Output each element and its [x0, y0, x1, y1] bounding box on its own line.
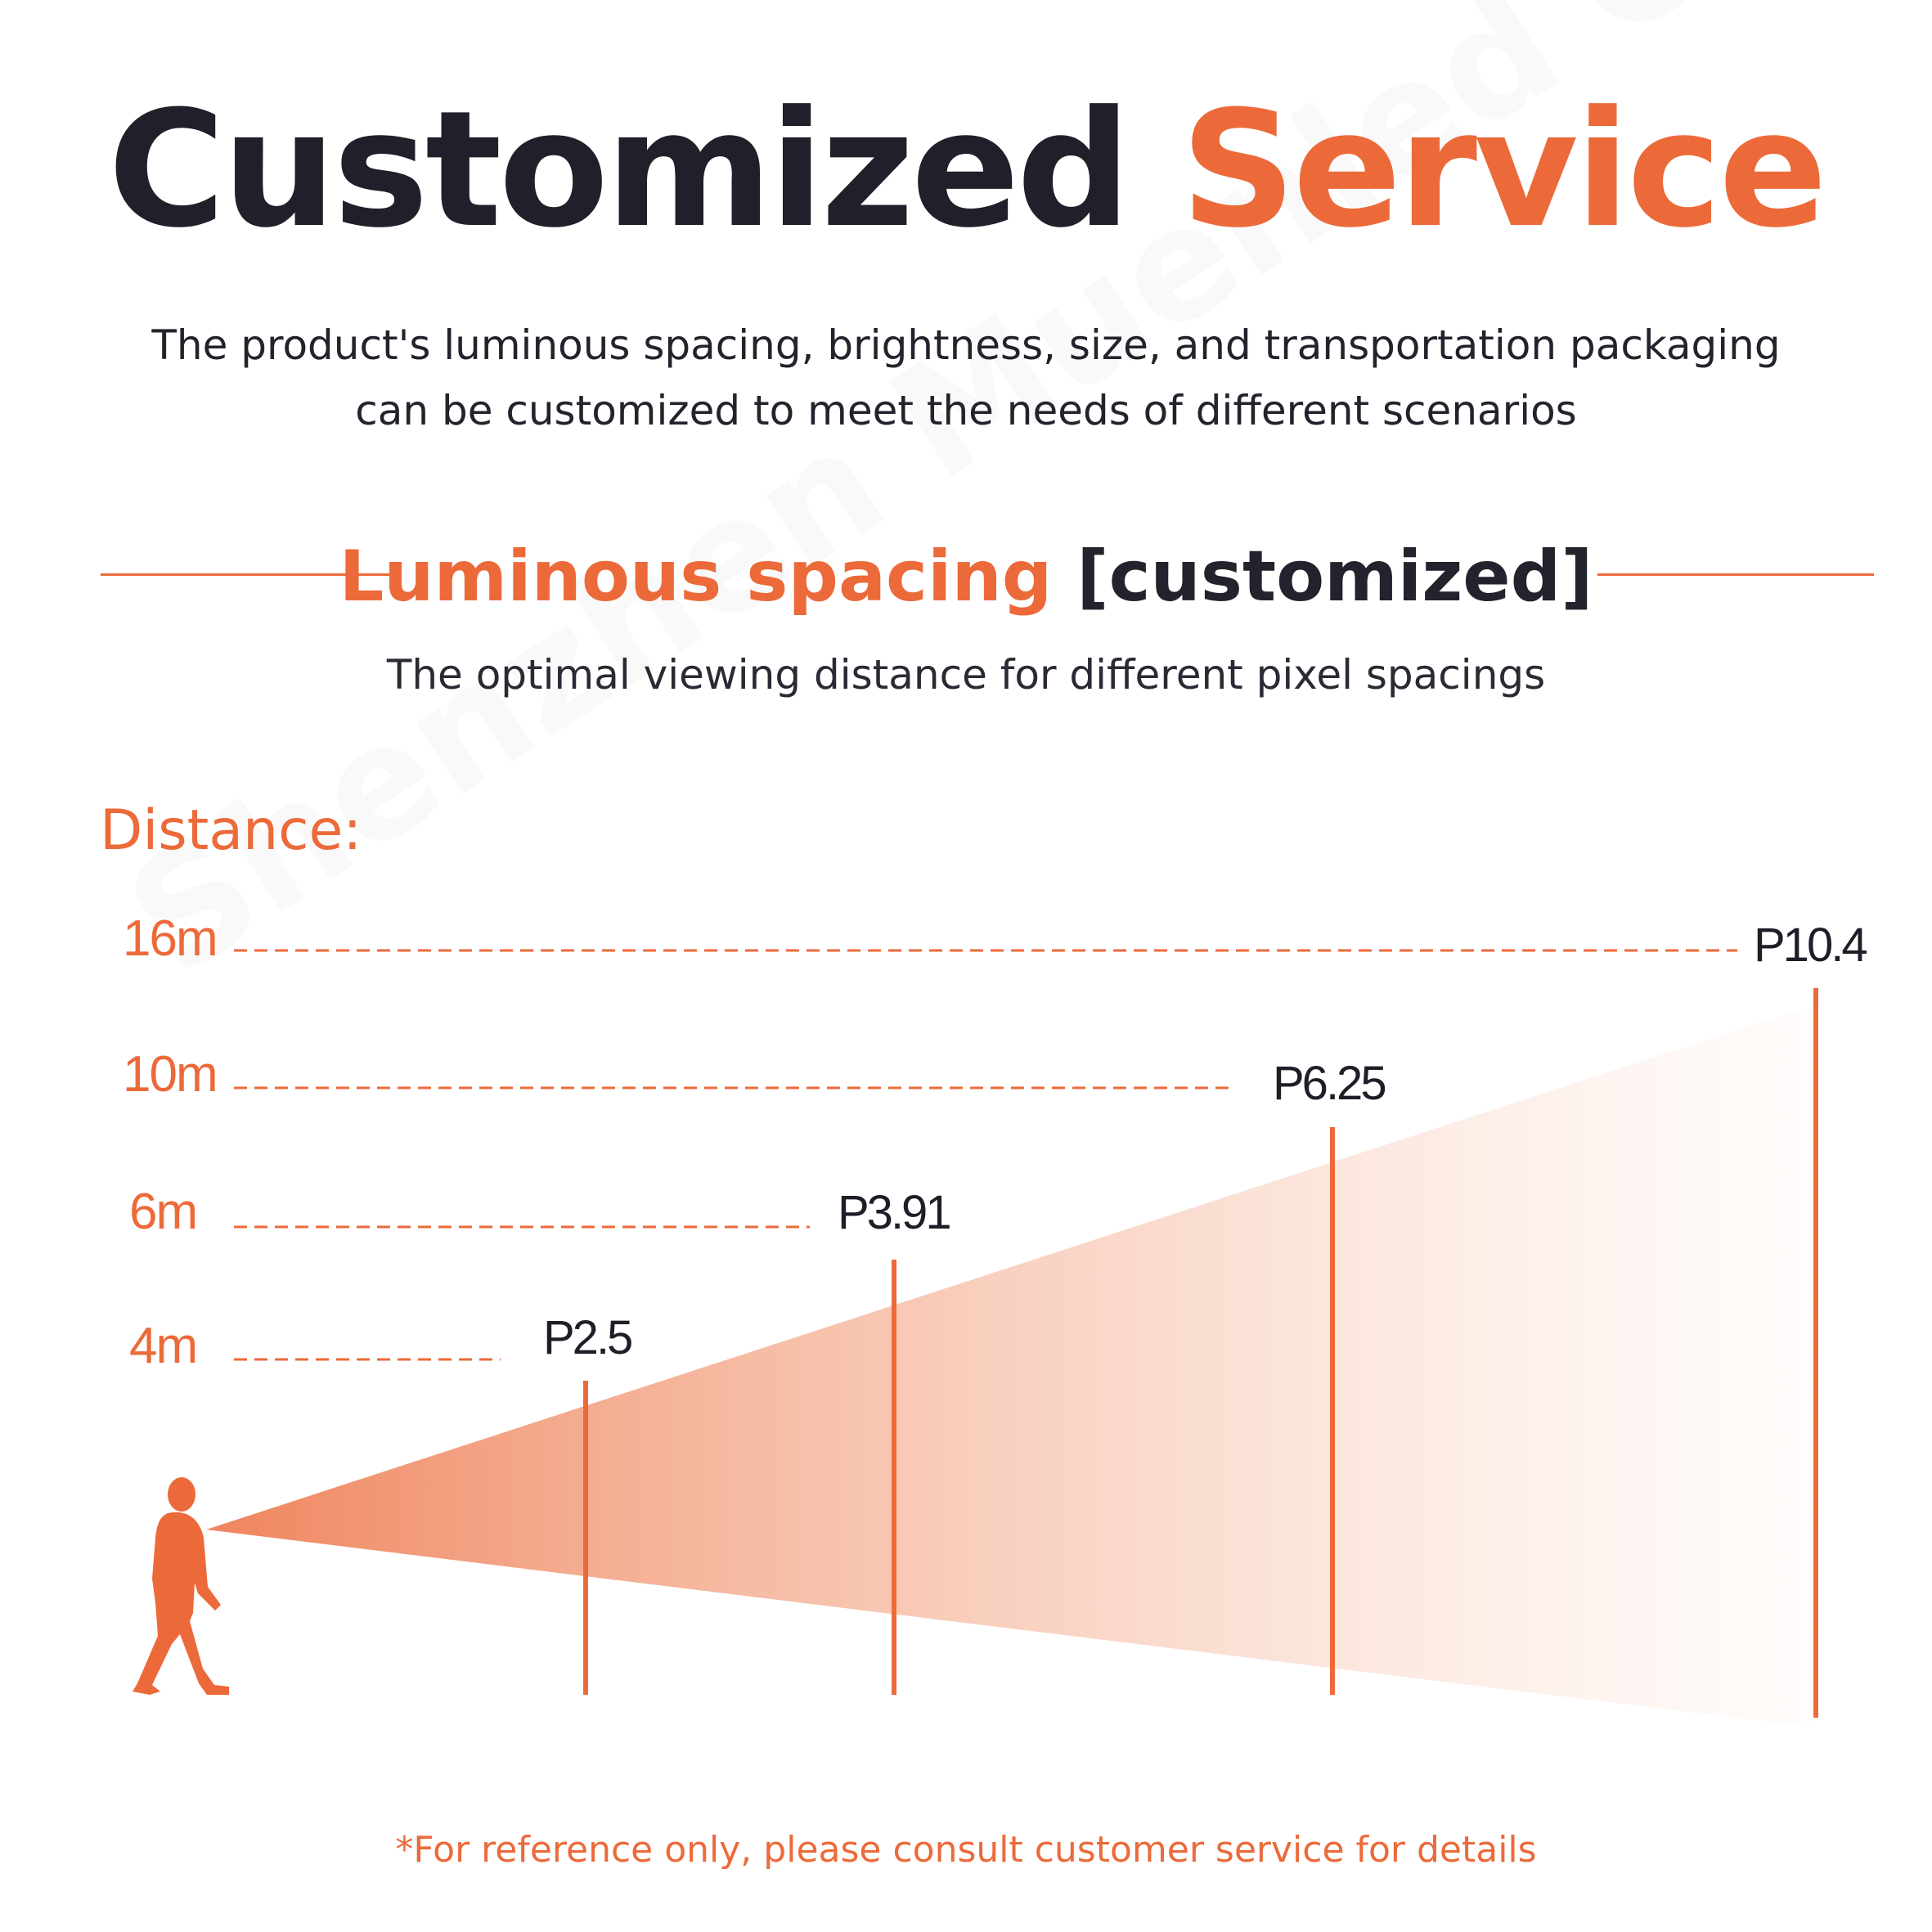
section-header: Luminous spacing [customized]	[0, 532, 1932, 622]
section-subtitle: The optimal viewing distance for differe…	[386, 651, 1546, 699]
distance-tick-4m: 4m	[129, 1318, 196, 1374]
pitch-label-p3-91: P3.91	[838, 1186, 950, 1239]
distance-label: Distance:	[100, 798, 362, 863]
footnote: *For reference only, please consult cust…	[395, 1829, 1537, 1871]
subtitle-line-2: can be customized to meet the needs of d…	[355, 387, 1577, 434]
page-subtitle: The product's luminous spacing, brightne…	[0, 312, 1932, 443]
title-main: Customized	[107, 77, 1131, 263]
title-accent: Service	[1180, 77, 1827, 263]
viewing-cone	[206, 1004, 1816, 1728]
subtitle-line-1: The product's luminous spacing, brightne…	[151, 321, 1781, 369]
distance-tick-10m: 10m	[123, 1046, 217, 1103]
distance-tick-16m: 16m	[123, 910, 217, 967]
section-title-bracket: [customized]	[1076, 536, 1593, 618]
pitch-label-p10-4: P10.4	[1754, 919, 1867, 972]
distance-tick-6m: 6m	[129, 1184, 196, 1240]
section-title-accent: Luminous spacing	[339, 536, 1053, 618]
pitch-label-p6-25: P6.25	[1273, 1057, 1385, 1110]
page-title: Customized Service	[0, 90, 1932, 250]
section-title: Luminous spacing [customized]	[0, 532, 1932, 622]
pitch-label-p2-5: P2.5	[543, 1311, 631, 1364]
walking-person-icon	[133, 1477, 229, 1695]
section-rule-right	[1597, 573, 1874, 576]
section-rule-left	[101, 573, 393, 576]
